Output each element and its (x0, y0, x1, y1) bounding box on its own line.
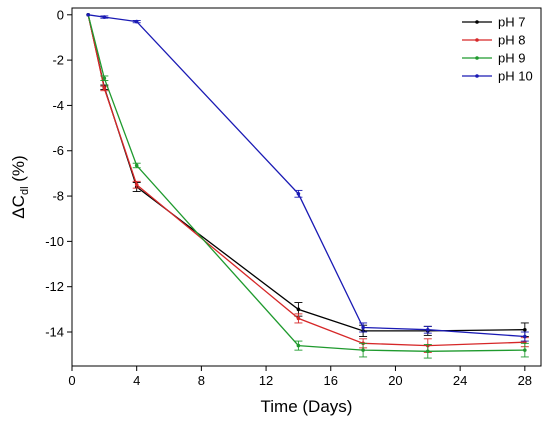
y-tick-label: -10 (45, 234, 64, 249)
legend-label: pH 10 (498, 69, 533, 84)
data-point (134, 163, 139, 168)
data-point (425, 349, 430, 354)
y-tick-label: -6 (52, 143, 64, 158)
x-tick-label: 28 (518, 373, 532, 388)
y-axis-title-prefix: ΔC (9, 195, 28, 219)
y-axis-title: ΔCdl (%) (9, 155, 31, 218)
data-point (296, 316, 301, 321)
data-point (523, 348, 527, 352)
data-point (296, 307, 301, 312)
y-tick-label: -8 (52, 189, 64, 204)
series-ph-10 (86, 12, 529, 342)
legend-label: pH 9 (498, 51, 525, 66)
legend-label: pH 7 (498, 15, 525, 30)
y-axis-title-suffix: (%) (9, 155, 28, 186)
data-point (134, 19, 139, 24)
plot-frame (71, 7, 542, 367)
y-tick-label: -4 (52, 98, 64, 113)
plot-area (86, 12, 529, 359)
axes: 0 4 8 12 16 20 24 28 0 -2 -4 -6 -8 -10 -12 -14 (45, 7, 542, 388)
x-tick-label: 8 (198, 373, 205, 388)
y-tick-label: -12 (45, 279, 64, 294)
legend-swatch-marker (475, 20, 479, 24)
data-point (425, 327, 430, 332)
legend-item: pH 10 (462, 69, 533, 84)
y-tick-label: 0 (57, 7, 64, 22)
x-tick-label: 12 (259, 373, 273, 388)
x-tick-label: 16 (324, 373, 338, 388)
legend-item: pH 9 (462, 51, 525, 66)
legend-item: pH 7 (462, 15, 525, 30)
data-point (296, 191, 301, 196)
legend-swatch-marker (475, 38, 479, 42)
series-ph-7 (86, 12, 529, 337)
legend-label: pH 8 (498, 33, 525, 48)
legend-swatch-marker (475, 56, 479, 60)
data-point (361, 325, 365, 330)
x-tick-label: 0 (68, 373, 75, 388)
series-line (88, 14, 525, 338)
x-tick-label: 20 (388, 373, 402, 388)
y-axis-title-subscript: dl (19, 186, 31, 195)
series-line (87, 14, 525, 332)
series-line (87, 14, 525, 347)
x-axis-title: Time (Days) (261, 397, 353, 416)
data-point (523, 327, 527, 332)
series-ph-9 (86, 12, 529, 359)
data-point (102, 86, 107, 91)
data-point (86, 12, 90, 17)
x-tick-label: 4 (133, 373, 140, 388)
data-point (134, 182, 139, 187)
data-point (523, 334, 527, 339)
series-line (87, 14, 525, 352)
y-tick-label: -2 (52, 53, 64, 68)
x-tick-label: 24 (453, 373, 467, 388)
data-point (361, 348, 365, 352)
legend: pH 7 pH 8 pH 9 pH 10 (462, 15, 533, 84)
data-point (102, 15, 107, 19)
legend-item: pH 8 (462, 33, 525, 48)
data-point (102, 76, 107, 81)
data-point (296, 343, 301, 348)
y-tick-label: -14 (45, 325, 64, 340)
legend-swatch-marker (475, 74, 479, 78)
